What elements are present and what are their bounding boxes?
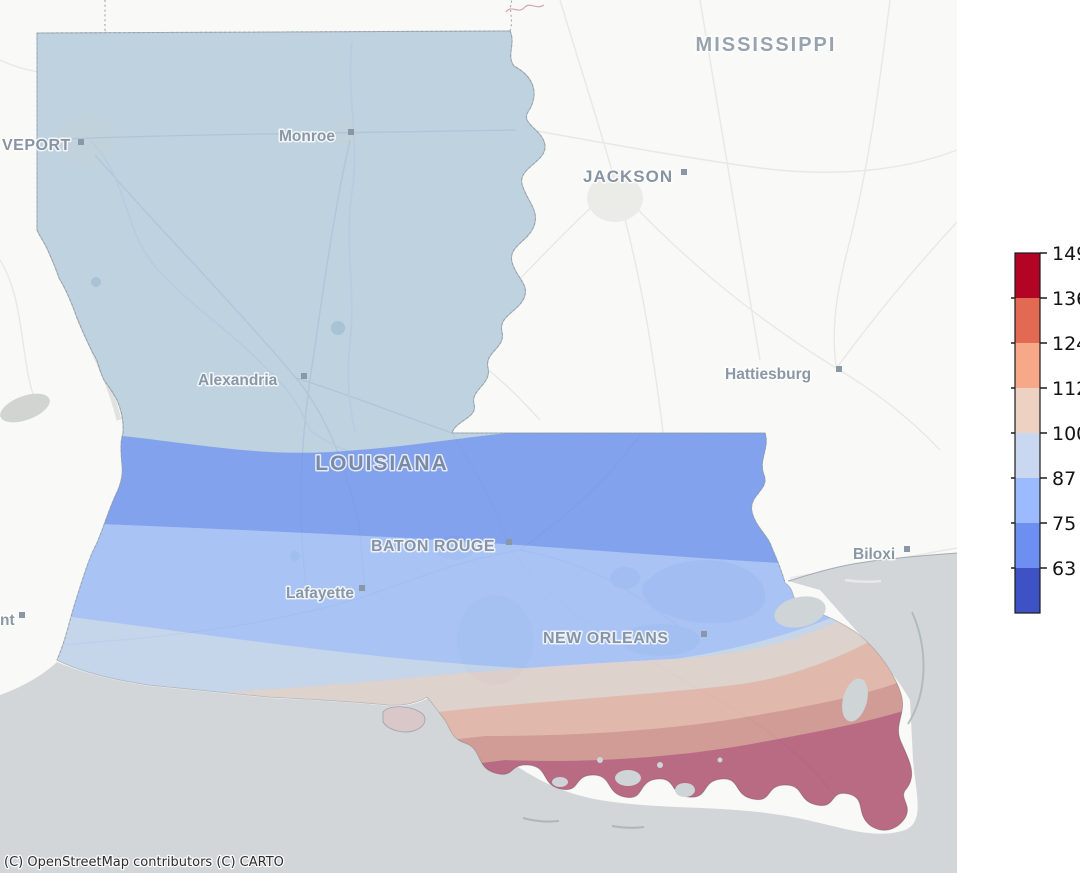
city-label-baton-rouge: BATON ROUGE — [371, 538, 495, 555]
colorbar-tick-label: 149 — [1052, 243, 1080, 265]
colorbar-segment-4 — [1015, 433, 1040, 478]
state-label-mississippi: MISSISSIPPI — [696, 34, 837, 56]
sam-rayburn-lake — [0, 393, 50, 423]
city-marker-lafayette — [359, 585, 365, 591]
contour-band-75-87 — [37, 520, 912, 669]
colorbar-segment-5 — [1015, 478, 1040, 523]
colorbar-segment-6 — [1015, 523, 1040, 568]
state-label-louisiana: LOUISIANA — [315, 452, 449, 475]
colorbar-segment-1 — [1015, 298, 1040, 343]
city-marker-monroe — [348, 129, 354, 135]
city-label-alexandria: Alexandria — [198, 372, 278, 389]
colorbar-tick-label: 87 — [1052, 468, 1076, 490]
city-label-biloxi: Biloxi — [853, 546, 895, 563]
city-marker-hattiesburg — [836, 366, 842, 372]
city-label-shreveport: VEPORT — [2, 137, 71, 154]
colorbar-tick-label: 100 — [1052, 423, 1080, 445]
red-highway-squiggle — [505, 4, 545, 13]
city-marker-alexandria — [301, 373, 307, 379]
state-borders — [36, 0, 958, 661]
city-label-monroe: Monroe — [279, 128, 335, 145]
city-marker-baton-rouge — [506, 539, 512, 545]
marsh-island — [382, 706, 426, 733]
city-label-beaumont: nt — [0, 612, 15, 629]
colorbar-tick-label: 124 — [1052, 333, 1080, 355]
map-labels: MISSISSIPPI LOUISIANA VEPORT Monroe JACK… — [0, 33, 910, 649]
city-label-lafayette: Lafayette — [286, 585, 354, 602]
colorbar-segment-3 — [1015, 388, 1040, 433]
jackson-urban-patch — [587, 174, 643, 222]
barrier-islands — [522, 578, 925, 829]
contour-band-63-75 — [37, 425, 912, 566]
city-label-hattiesburg: Hattiesburg — [725, 366, 811, 383]
contour-band-87-100 — [37, 573, 912, 700]
city-label-new-orleans: NEW ORLEANS — [543, 630, 669, 647]
marsh-bays — [382, 596, 868, 797]
colorbar-tick-label: 112 — [1052, 378, 1080, 400]
city-marker-beaumont — [19, 612, 25, 618]
colorbar-tick-label: 63 — [1052, 558, 1076, 580]
city-marker-new-orleans — [701, 631, 707, 637]
colorbar: 149 136 124 112 100 87 75 63 — [1011, 243, 1080, 614]
city-marker-jackson — [681, 169, 687, 175]
city-label-jackson: JACKSON — [583, 167, 673, 186]
gulf-sea — [0, 553, 957, 873]
colorbar-segment-0 — [1015, 253, 1040, 298]
colorbar-tick-labels: 149 136 124 112 100 87 75 63 — [1052, 243, 1080, 580]
colorbar-tick-label: 75 — [1052, 513, 1076, 535]
city-marker-shreveport — [78, 139, 84, 145]
basemap-roads-layer — [0, 0, 958, 579]
colorbar-segment-7 — [1015, 568, 1040, 613]
colorbar-ticks — [1011, 252, 1047, 569]
city-marker-biloxi — [904, 546, 910, 552]
colorbar-tick-label: 136 — [1052, 288, 1080, 310]
map-attribution: (C) OpenStreetMap contributors (C) CARTO — [4, 855, 284, 870]
colorbar-segment-2 — [1015, 343, 1040, 388]
